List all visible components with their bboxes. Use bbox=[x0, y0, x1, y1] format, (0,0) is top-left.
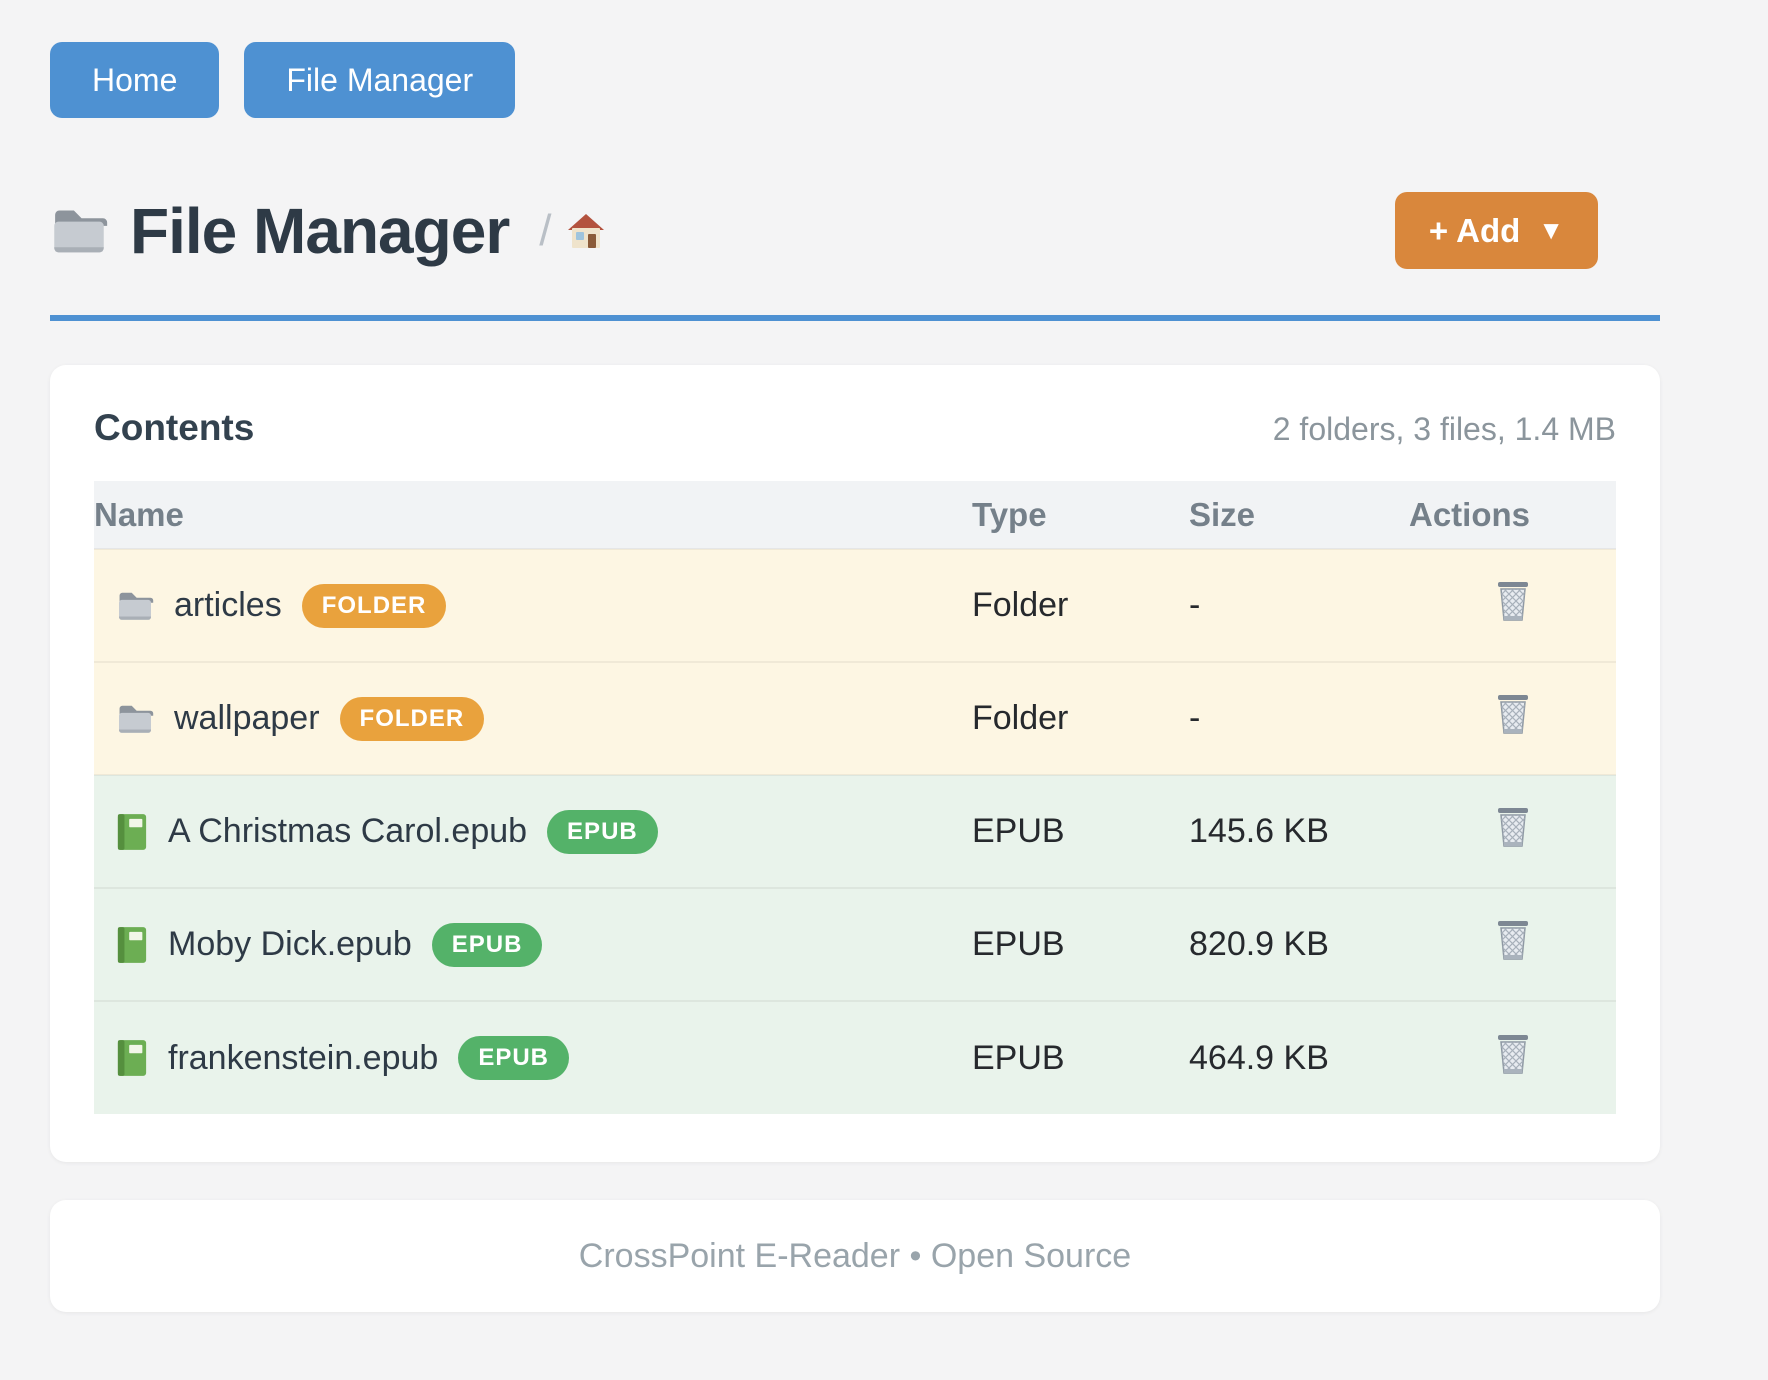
contents-card: Contents 2 folders, 3 files, 1.4 MB Name… bbox=[50, 365, 1660, 1162]
house-icon bbox=[567, 213, 605, 249]
folder-icon bbox=[116, 703, 154, 735]
folder-icon bbox=[116, 590, 154, 622]
breadcrumb-home-link[interactable] bbox=[567, 213, 605, 249]
trash-icon bbox=[1495, 580, 1531, 622]
title-wrap: File Manager / bbox=[50, 194, 605, 268]
top-nav: Home File Manager bbox=[50, 42, 1660, 118]
contents-title: Contents bbox=[94, 407, 255, 448]
name-cell: articles FOLDER bbox=[94, 583, 972, 628]
delete-button[interactable] bbox=[1495, 580, 1531, 622]
type-badge: EPUB bbox=[431, 922, 543, 967]
footer-text: CrossPoint E-Reader • Open Source bbox=[578, 1236, 1132, 1275]
add-button-label: + Add bbox=[1428, 211, 1521, 249]
type-cell: Folder bbox=[972, 661, 1189, 775]
column-header-name: Name bbox=[94, 481, 972, 549]
size-cell: 820.9 KB bbox=[1189, 887, 1409, 1001]
delete-button[interactable] bbox=[1495, 806, 1531, 848]
file-manager-button[interactable]: File Manager bbox=[244, 42, 516, 118]
table-row[interactable]: articles FOLDER Folder - bbox=[94, 548, 1616, 662]
page-title: File Manager bbox=[130, 194, 510, 267]
name-cell: Moby Dick.epub EPUB bbox=[94, 922, 972, 967]
name-cell: frankenstein.epub EPUB bbox=[94, 1036, 972, 1080]
type-cell: EPUB bbox=[972, 1000, 1189, 1114]
type-badge: EPUB bbox=[458, 1036, 569, 1080]
table-row[interactable]: A Christmas Carol.epub EPUB EPUB 145.6 K… bbox=[94, 774, 1616, 888]
table-header-row: Name Type Size Actions bbox=[94, 481, 1616, 549]
folder-icon bbox=[50, 205, 108, 257]
book-icon bbox=[116, 926, 148, 964]
file-name: articles bbox=[174, 586, 282, 624]
type-badge: FOLDER bbox=[339, 696, 485, 741]
contents-card-header: Contents 2 folders, 3 files, 1.4 MB bbox=[94, 407, 1616, 449]
size-cell: - bbox=[1189, 548, 1409, 662]
table-row[interactable]: wallpaper FOLDER Folder - bbox=[94, 661, 1616, 775]
caret-down-icon: ▼ bbox=[1538, 215, 1564, 245]
trash-icon bbox=[1495, 693, 1531, 735]
book-icon bbox=[116, 1039, 148, 1077]
file-name: A Christmas Carol.epub bbox=[168, 812, 528, 850]
home-button[interactable]: Home bbox=[50, 42, 220, 118]
type-badge: EPUB bbox=[547, 809, 658, 854]
delete-button[interactable] bbox=[1495, 1033, 1531, 1075]
file-name: Moby Dick.epub bbox=[168, 925, 412, 963]
trash-icon bbox=[1495, 919, 1531, 961]
size-cell: 464.9 KB bbox=[1189, 1000, 1409, 1114]
name-cell: wallpaper FOLDER bbox=[94, 696, 972, 741]
file-table-body: articles FOLDER Folder - bbox=[94, 548, 1616, 1114]
type-badge: FOLDER bbox=[301, 583, 447, 628]
delete-button[interactable] bbox=[1495, 693, 1531, 735]
file-table: Name Type Size Actions articles bbox=[94, 481, 1616, 1114]
footer: CrossPoint E-Reader • Open Source bbox=[50, 1200, 1660, 1312]
book-icon bbox=[116, 813, 148, 851]
type-cell: EPUB bbox=[972, 887, 1189, 1001]
column-header-type: Type bbox=[972, 481, 1189, 549]
table-row[interactable]: Moby Dick.epub EPUB EPUB 820.9 KB bbox=[94, 887, 1616, 1001]
file-name: wallpaper bbox=[174, 699, 320, 737]
trash-icon bbox=[1495, 1033, 1531, 1075]
contents-summary: 2 folders, 3 files, 1.4 MB bbox=[1272, 411, 1616, 447]
page-container: Home File Manager File Manager / bbox=[50, 0, 1660, 1312]
type-cell: EPUB bbox=[972, 774, 1189, 888]
type-cell: Folder bbox=[972, 548, 1189, 662]
column-header-actions: Actions bbox=[1409, 481, 1616, 549]
trash-icon bbox=[1495, 806, 1531, 848]
size-cell: 145.6 KB bbox=[1189, 774, 1409, 888]
add-button[interactable]: + Add ▼ bbox=[1394, 192, 1598, 269]
name-cell: A Christmas Carol.epub EPUB bbox=[94, 809, 972, 854]
table-row[interactable]: frankenstein.epub EPUB EPUB 464.9 KB bbox=[94, 1000, 1616, 1114]
column-header-size: Size bbox=[1189, 481, 1409, 549]
size-cell: - bbox=[1189, 661, 1409, 775]
file-name: frankenstein.epub bbox=[168, 1038, 439, 1077]
delete-button[interactable] bbox=[1495, 919, 1531, 961]
breadcrumb-separator: / bbox=[539, 205, 552, 255]
page-header: File Manager / + Add ▼ bbox=[50, 192, 1660, 321]
